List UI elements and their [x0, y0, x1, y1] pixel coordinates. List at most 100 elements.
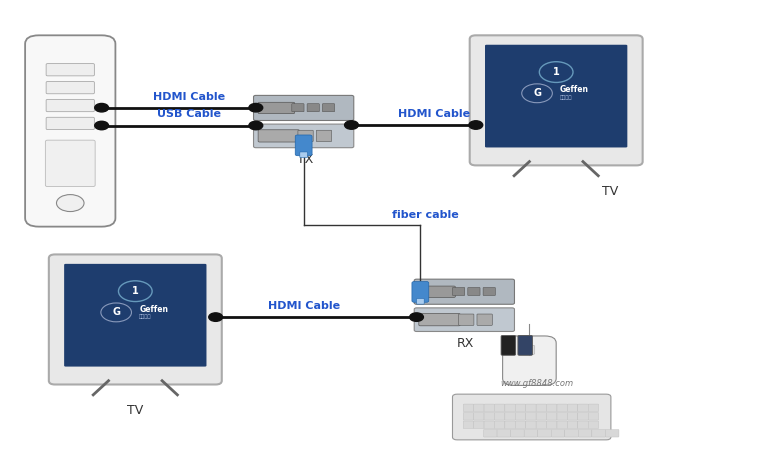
Text: USB Cable: USB Cable	[157, 109, 221, 119]
Circle shape	[101, 303, 131, 322]
Text: 1: 1	[553, 67, 560, 77]
FancyBboxPatch shape	[45, 140, 95, 187]
Circle shape	[57, 195, 84, 211]
FancyBboxPatch shape	[258, 130, 300, 142]
FancyBboxPatch shape	[46, 64, 94, 76]
FancyBboxPatch shape	[323, 104, 335, 112]
FancyBboxPatch shape	[588, 404, 598, 411]
FancyBboxPatch shape	[477, 314, 492, 325]
Text: TV: TV	[601, 185, 618, 198]
FancyBboxPatch shape	[515, 421, 526, 428]
Text: HDMI Cable: HDMI Cable	[153, 91, 225, 101]
FancyBboxPatch shape	[578, 429, 592, 437]
FancyBboxPatch shape	[452, 287, 465, 295]
FancyBboxPatch shape	[452, 394, 611, 440]
Circle shape	[249, 121, 263, 130]
FancyBboxPatch shape	[536, 421, 547, 428]
FancyBboxPatch shape	[526, 404, 536, 411]
FancyBboxPatch shape	[65, 264, 207, 366]
FancyBboxPatch shape	[568, 404, 578, 411]
FancyBboxPatch shape	[538, 429, 551, 437]
FancyBboxPatch shape	[588, 412, 598, 420]
Text: G: G	[112, 308, 120, 318]
FancyBboxPatch shape	[46, 100, 94, 112]
FancyBboxPatch shape	[547, 412, 557, 420]
FancyBboxPatch shape	[419, 313, 460, 326]
FancyBboxPatch shape	[536, 404, 547, 411]
FancyBboxPatch shape	[412, 282, 429, 302]
Text: HDMI Cable: HDMI Cable	[267, 301, 339, 311]
FancyBboxPatch shape	[484, 421, 495, 428]
Text: G: G	[533, 88, 541, 98]
FancyBboxPatch shape	[414, 279, 515, 304]
FancyBboxPatch shape	[292, 104, 304, 112]
FancyBboxPatch shape	[470, 36, 643, 165]
FancyBboxPatch shape	[557, 421, 568, 428]
Text: TX: TX	[297, 154, 313, 166]
FancyBboxPatch shape	[578, 404, 588, 411]
FancyBboxPatch shape	[474, 421, 484, 428]
FancyBboxPatch shape	[49, 255, 222, 384]
FancyBboxPatch shape	[495, 412, 505, 420]
Circle shape	[249, 103, 263, 112]
FancyBboxPatch shape	[502, 336, 556, 385]
Circle shape	[521, 84, 552, 103]
FancyBboxPatch shape	[253, 95, 354, 120]
FancyBboxPatch shape	[316, 130, 332, 142]
FancyBboxPatch shape	[524, 346, 535, 355]
FancyBboxPatch shape	[515, 404, 526, 411]
Text: HDMI Cable: HDMI Cable	[398, 109, 470, 119]
FancyBboxPatch shape	[547, 421, 557, 428]
FancyBboxPatch shape	[458, 314, 474, 325]
Circle shape	[539, 62, 573, 82]
FancyBboxPatch shape	[568, 421, 578, 428]
FancyBboxPatch shape	[578, 421, 588, 428]
FancyBboxPatch shape	[298, 130, 313, 142]
FancyBboxPatch shape	[495, 421, 505, 428]
FancyBboxPatch shape	[592, 429, 605, 437]
FancyBboxPatch shape	[501, 336, 515, 356]
FancyBboxPatch shape	[526, 412, 536, 420]
FancyBboxPatch shape	[484, 404, 495, 411]
FancyBboxPatch shape	[474, 412, 484, 420]
FancyBboxPatch shape	[307, 104, 319, 112]
Text: Geffen: Geffen	[139, 305, 168, 314]
FancyBboxPatch shape	[557, 412, 568, 420]
FancyBboxPatch shape	[551, 429, 564, 437]
Circle shape	[345, 121, 359, 129]
Text: Geffen: Geffen	[560, 85, 589, 94]
FancyBboxPatch shape	[463, 404, 474, 411]
FancyBboxPatch shape	[258, 102, 295, 114]
Text: TV: TV	[127, 404, 144, 417]
FancyBboxPatch shape	[463, 412, 474, 420]
FancyBboxPatch shape	[505, 421, 515, 428]
FancyBboxPatch shape	[484, 429, 497, 437]
FancyBboxPatch shape	[505, 412, 515, 420]
FancyBboxPatch shape	[416, 299, 424, 304]
FancyBboxPatch shape	[495, 404, 505, 411]
FancyBboxPatch shape	[295, 135, 312, 156]
Circle shape	[118, 281, 152, 301]
FancyBboxPatch shape	[588, 421, 598, 428]
FancyBboxPatch shape	[524, 429, 538, 437]
FancyBboxPatch shape	[578, 412, 588, 420]
Circle shape	[94, 121, 108, 130]
FancyBboxPatch shape	[547, 404, 557, 411]
FancyBboxPatch shape	[484, 412, 495, 420]
FancyBboxPatch shape	[463, 421, 474, 428]
FancyBboxPatch shape	[414, 308, 515, 331]
FancyBboxPatch shape	[468, 287, 480, 295]
FancyBboxPatch shape	[511, 429, 524, 437]
Text: 格芬科技: 格芬科技	[560, 94, 572, 100]
Text: RX: RX	[457, 337, 475, 350]
FancyBboxPatch shape	[605, 429, 619, 437]
FancyBboxPatch shape	[526, 421, 536, 428]
Circle shape	[409, 313, 423, 321]
Circle shape	[469, 121, 483, 129]
Text: 1: 1	[132, 286, 139, 296]
FancyBboxPatch shape	[536, 412, 547, 420]
FancyBboxPatch shape	[564, 429, 578, 437]
FancyBboxPatch shape	[568, 412, 578, 420]
FancyBboxPatch shape	[483, 287, 495, 295]
FancyBboxPatch shape	[485, 45, 627, 147]
